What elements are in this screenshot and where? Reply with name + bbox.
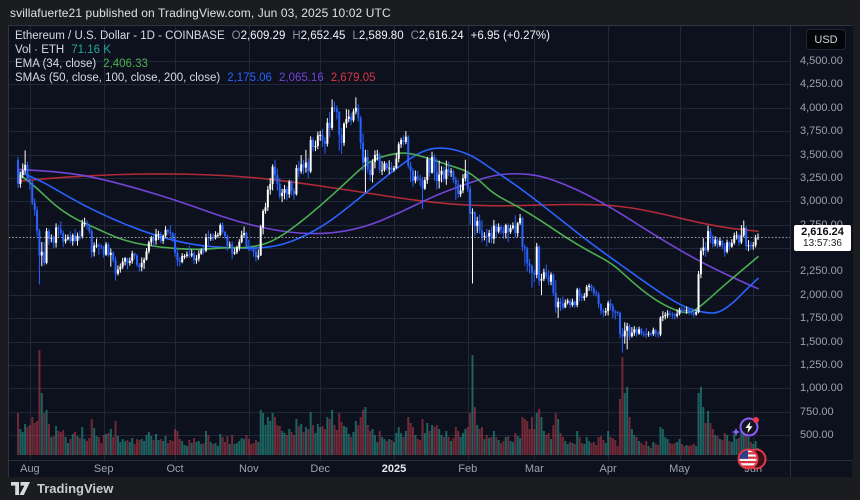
price-axis-label: 4,000.00 [800,101,843,114]
sma-value-2: 2,679.05 [330,72,376,84]
change-value: +6.95 (+0.27%) [470,30,550,42]
time-axis-month-label: May [669,463,690,475]
chart-panel: Ethereum / U.S. Dollar - 1D - COINBASE O2… [8,25,853,477]
time-axis-month-label: Apr [599,463,617,475]
price-axis-label: 1,750.00 [800,312,843,325]
smas-label: SMAs (50, close, 100, close, 200, close) [15,72,221,84]
ohlc-c-value: C2,616.24 [410,30,464,42]
time-axis-month-label: Mar [524,463,544,475]
price-axis-label: 2,000.00 [800,288,843,301]
price-axis-label: 2,250.00 [800,265,843,278]
axis-corner-divider [790,461,791,477]
legend-ema-row: EMA (34, close) 2,406.33 [15,57,557,71]
ohlc-o-value: O2,609.29 [231,30,286,42]
time-axis-month-label: Feb [458,463,478,475]
notification-dot [753,417,759,423]
sparkle-icon [732,428,740,436]
flash-reaction-icon [732,417,759,437]
footer-bar: TradingView [0,477,860,500]
tradingview-logo-icon [11,482,30,495]
legend-volume-row: Vol · ETH 71.16 K [15,43,557,57]
symbol-title: Ethereum / U.S. Dollar - 1D - COINBASE [15,30,225,42]
last-price-label: 2,616.24 13:57:36 [794,225,851,252]
price-axis-label: 1,500.00 [800,335,843,348]
legend-smas-row: SMAs (50, close, 100, close, 200, close)… [15,71,557,85]
price-axis-label: 3,500.00 [800,148,843,161]
publish-info-text: svillafuerte21 published on TradingView.… [10,5,391,20]
ohlc-l-value: L2,589.80 [352,30,404,42]
volume-value: 71.16 K [71,44,111,56]
price-axis-label: 4,250.00 [800,78,843,91]
sma-value-0: 2,175.06 [227,72,272,84]
ema-label: EMA (34, close) [15,58,97,70]
usd-flag-reaction-icon [737,448,767,470]
chart-legend: Ethereum / U.S. Dollar - 1D - COINBASE O2… [15,29,557,85]
time-axis-year-label: 2025 [381,463,407,475]
ohlc-h-value: H2,652.45 [292,30,346,42]
price-axis-label: 3,750.00 [800,125,843,138]
time-axis-month-label: Nov [239,463,259,475]
price-axis-label: 3,000.00 [800,195,843,208]
time-axis-month-label: Sep [93,463,114,475]
publish-info-bar: svillafuerte21 published on TradingView.… [0,0,860,25]
time-axis-month-label: Oct [166,463,184,475]
price-axis-label: 4,500.00 [800,55,843,67]
volume-label: Vol · ETH [15,44,65,56]
tradingview-brand-text: TradingView [37,481,114,496]
currency-toggle-button[interactable]: USD [806,29,846,50]
last-price-value: 2,616.24 [801,226,844,239]
price-axis[interactable]: USD 4,500.00 4,250.00 4,000.00 3,750.00 3,50… [790,26,853,460]
bar-countdown: 13:57:36 [803,238,842,250]
price-axis-label: 3,250.00 [800,171,843,184]
price-axis-label: 1,250.00 [800,358,843,371]
price-axis-label: 500.00 [800,429,834,441]
time-axis-month-label: Aug [20,463,40,475]
ema-value: 2,406.33 [103,58,148,70]
time-axis-month-label: Dec [310,463,330,475]
sma-value-1: 2,065.16 [278,72,324,84]
reaction-stickers [728,414,770,477]
legend-symbol-row: Ethereum / U.S. Dollar - 1D - COINBASE O2… [15,29,557,43]
price-axis-label: 1,000.00 [800,382,843,395]
price-axis-label: 750.00 [800,405,834,418]
chart-plot-area[interactable] [9,26,790,460]
time-axis[interactable]: AugSepOctNovDec2025FebMarAprMayJun [9,460,852,477]
price-chart-canvas[interactable] [9,26,790,460]
